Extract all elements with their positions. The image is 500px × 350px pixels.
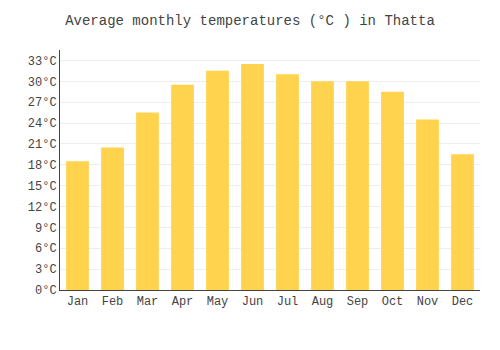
svg-text:Feb: Feb xyxy=(102,295,124,309)
svg-text:Mar: Mar xyxy=(137,295,159,309)
svg-text:Jul: Jul xyxy=(277,295,299,309)
svg-text:24°C: 24°C xyxy=(28,117,57,131)
svg-text:18°C: 18°C xyxy=(28,159,57,173)
svg-text:Nov: Nov xyxy=(417,295,439,309)
svg-text:Dec: Dec xyxy=(452,295,474,309)
svg-text:27°C: 27°C xyxy=(28,96,57,110)
svg-text:Aug: Aug xyxy=(312,295,334,309)
svg-text:30°C: 30°C xyxy=(28,76,57,90)
svg-text:15°C: 15°C xyxy=(28,180,57,194)
svg-text:Apr: Apr xyxy=(172,295,194,309)
svg-text:Jun: Jun xyxy=(242,295,264,309)
svg-text:6°C: 6°C xyxy=(35,242,57,256)
svg-text:33°C: 33°C xyxy=(28,55,57,69)
svg-text:9°C: 9°C xyxy=(35,222,57,236)
svg-text:12°C: 12°C xyxy=(28,201,57,215)
svg-text:0°C: 0°C xyxy=(35,284,57,298)
svg-text:Oct: Oct xyxy=(382,295,404,309)
svg-text:21°C: 21°C xyxy=(28,138,57,152)
svg-text:May: May xyxy=(207,295,229,309)
svg-text:Sep: Sep xyxy=(347,295,369,309)
svg-text:Jan: Jan xyxy=(67,295,89,309)
svg-text:Average monthly temperatures (: Average monthly temperatures (°C ) in Th… xyxy=(65,13,435,29)
svg-text:3°C: 3°C xyxy=(35,263,57,277)
